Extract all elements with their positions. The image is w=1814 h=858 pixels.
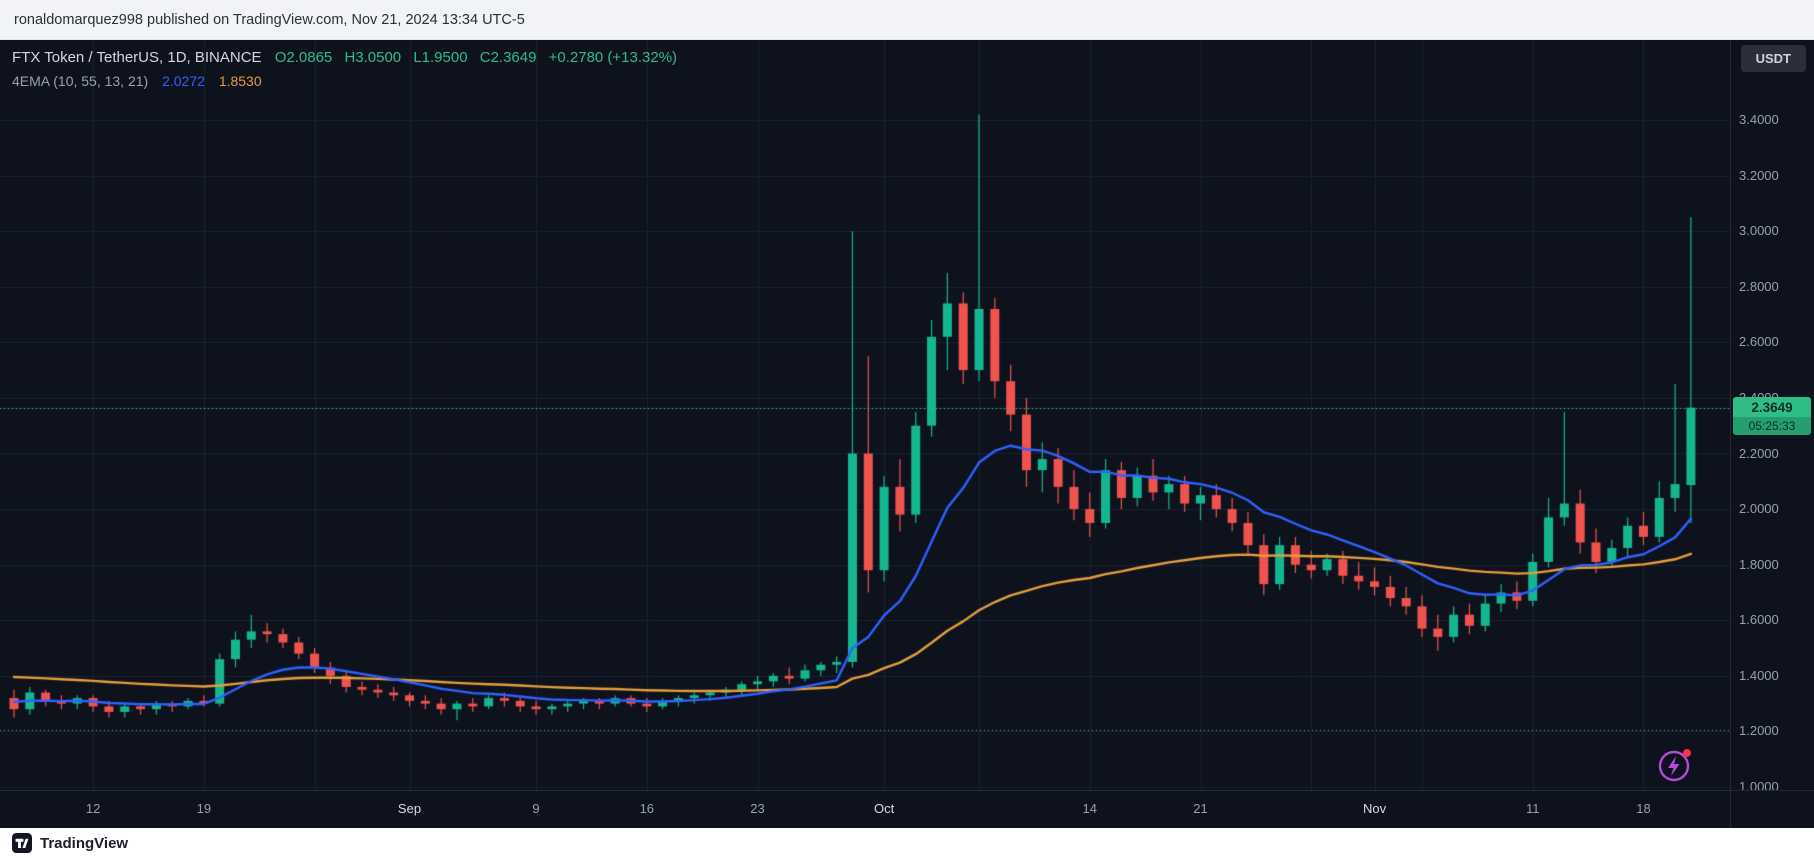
last-price-badge[interactable]: 2.3649 05:25:33 <box>1733 396 1811 435</box>
publish-header-text: ronaldomarquez998 published on TradingVi… <box>14 11 525 28</box>
price-axis-label: 2.8000 <box>1739 278 1779 294</box>
boost-lightning-icon[interactable] <box>1655 745 1695 785</box>
price-axis-label: 2.2000 <box>1739 445 1779 461</box>
time-axis-label: 21 <box>1193 801 1208 816</box>
ohlc-high: H3.0500 <box>344 49 402 66</box>
ohlc-open: O2.0865 <box>274 49 333 66</box>
time-axis-label: 14 <box>1082 801 1097 816</box>
tradingview-logo-icon[interactable] <box>12 833 32 853</box>
time-axis-label: Oct <box>873 801 895 816</box>
indicator-slow-value: 1.8530 <box>218 73 262 89</box>
indicator-fast-value: 2.0272 <box>162 73 205 89</box>
time-axis-label: 19 <box>196 801 212 816</box>
price-axis-label: 1.2000 <box>1739 723 1779 739</box>
indicator-legend-row[interactable]: 4EMA (10, 55, 13, 21) 2.0272 1.8530 <box>12 73 685 89</box>
time-axis-label: 18 <box>1636 801 1651 816</box>
symbol-legend-row[interactable]: FTX Token / TetherUS, 1D, BINANCE O2.086… <box>12 49 685 66</box>
price-axis-label: 1.8000 <box>1739 556 1779 572</box>
chart-canvas[interactable] <box>0 40 1730 790</box>
chart-area: FTX Token / TetherUS, 1D, BINANCE O2.086… <box>0 40 1814 828</box>
time-axis-label: Sep <box>397 801 422 816</box>
tradingview-brand[interactable]: TradingView <box>40 834 129 852</box>
price-axis-label: 2.6000 <box>1739 334 1779 350</box>
currency-toggle-button[interactable]: USDT <box>1740 45 1806 72</box>
time-axis-label: 12 <box>85 801 101 816</box>
ohlc-close: C2.3649 <box>479 49 537 66</box>
bar-countdown: 05:25:33 <box>1733 416 1811 435</box>
chart-legend: FTX Token / TetherUS, 1D, BINANCE O2.086… <box>12 49 685 89</box>
price-axis-label: 3.0000 <box>1739 223 1779 239</box>
price-axis-label: 1.4000 <box>1739 667 1779 683</box>
ohlc-low: L1.9500 <box>413 49 468 66</box>
ohlc-change: +0.2780 (+13.32%) <box>548 49 678 66</box>
time-axis-label: 9 <box>532 801 540 816</box>
time-axis-label: 23 <box>750 801 765 816</box>
price-axis-label: 1.6000 <box>1739 612 1779 628</box>
price-axis-label: 2.0000 <box>1739 501 1779 517</box>
symbol-title[interactable]: FTX Token / TetherUS, 1D, BINANCE <box>12 49 262 66</box>
time-axis-label: Nov <box>1362 801 1387 816</box>
indicator-name[interactable]: 4EMA (10, 55, 13, 21) <box>12 73 149 89</box>
time-axis-label: 16 <box>639 801 655 816</box>
price-axis-label: 3.2000 <box>1739 167 1779 183</box>
last-price-value: 2.3649 <box>1751 399 1793 415</box>
price-axis-label: 3.4000 <box>1739 112 1779 127</box>
footer-bar: TradingView <box>0 828 1814 858</box>
axis-corner <box>1730 790 1814 828</box>
publish-header-bar: ronaldomarquez998 published on TradingVi… <box>0 0 1814 40</box>
time-axis[interactable]: 12 19 Sep 9 16 23 Oct 14 21 Nov 11 18 <box>0 790 1730 828</box>
time-axis-label: 11 <box>1525 801 1540 816</box>
